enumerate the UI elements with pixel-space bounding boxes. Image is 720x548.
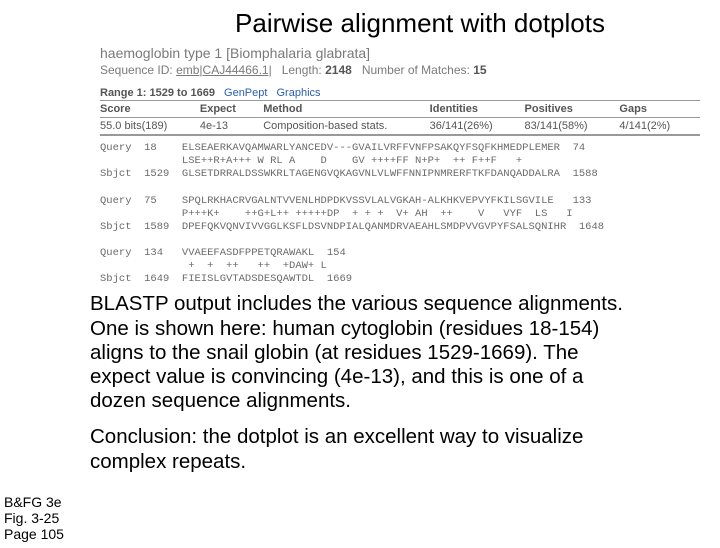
seq-id-label: Sequence ID: [100,63,173,77]
col-gaps: Gaps [619,101,700,118]
stats-header-row: Score Expect Method Identities Positives… [100,101,700,118]
blast-meta: Sequence ID: emb|CAJ44466.1| Length: 214… [100,63,700,77]
col-positives: Positives [525,101,620,118]
col-method: Method [263,101,429,118]
link-graphics[interactable]: Graphics [277,87,321,99]
val-method: Composition-based stats. [263,118,429,136]
col-score: Score [100,101,200,118]
body-text: BLASTP output includes the various seque… [90,292,630,473]
length-label: Length: [282,63,322,77]
col-identities: Identities [430,101,525,118]
val-expect: 4e-13 [200,118,263,136]
blast-output: haemoglobin type 1 [Biomphalaria glabrat… [100,45,700,286]
col-expect: Expect [200,101,263,118]
matches-value: 15 [473,63,486,77]
blast-header: haemoglobin type 1 [Biomphalaria glabrat… [100,45,700,61]
alignment-block: Query 18 ELSEAERKAVQAMWARLYANCEDV---GVAI… [100,142,700,286]
citation-line-1: B&FG 3e [4,494,64,510]
link-genpept[interactable]: GenPept [224,87,267,99]
stats-table: Score Expect Method Identities Positives… [100,101,700,136]
range-row: Range 1: 1529 to 1669 GenPept Graphics [100,87,700,101]
seq-id: emb|CAJ44466.1| [176,63,272,77]
paragraph-1: BLASTP output includes the various seque… [90,292,630,413]
range-label: Range 1: 1529 to 1669 [100,87,215,99]
slide-title: Pairwise alignment with dotplots [120,8,720,39]
matches-label: Number of Matches: [362,63,470,77]
paragraph-2: Conclusion: the dotplot is an excellent … [90,425,630,473]
val-gaps: 4/141(2%) [619,118,700,136]
val-identities: 36/141(26%) [430,118,525,136]
citation: B&FG 3e Fig. 3-25 Page 105 [4,494,64,542]
length-value: 2148 [325,63,352,77]
val-positives: 83/141(58%) [525,118,620,136]
citation-line-2: Fig. 3-25 [4,510,64,526]
val-score: 55.0 bits(189) [100,118,200,136]
stats-value-row: 55.0 bits(189) 4e-13 Composition-based s… [100,118,700,136]
